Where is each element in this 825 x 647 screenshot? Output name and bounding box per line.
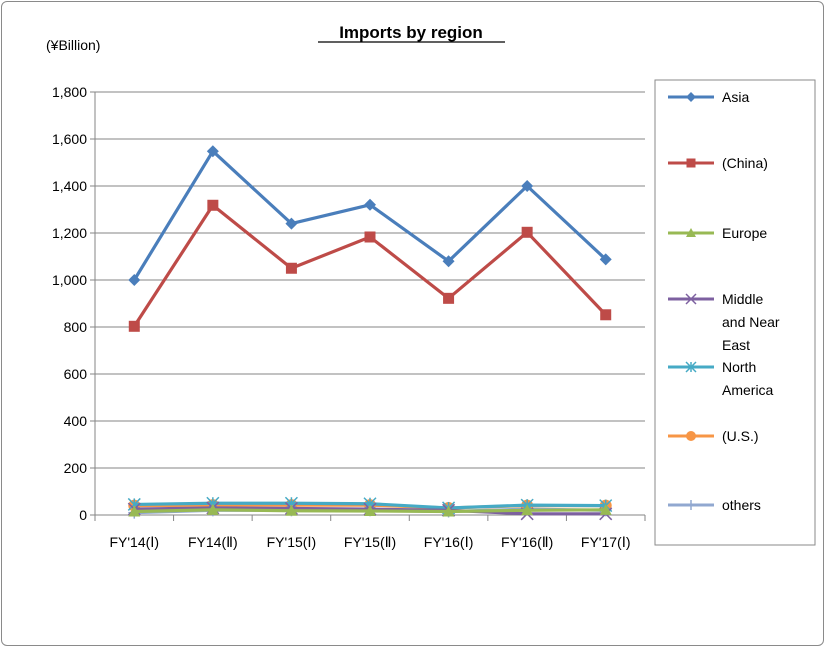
y-tick-label: 1,800 bbox=[52, 84, 87, 100]
data-point bbox=[285, 217, 298, 230]
data-point bbox=[521, 504, 534, 516]
legend-entry: North America bbox=[668, 359, 774, 398]
data-point bbox=[442, 505, 455, 517]
series-line bbox=[132, 203, 607, 328]
data-point bbox=[128, 505, 141, 517]
grid-lines bbox=[95, 91, 645, 469]
data-point bbox=[128, 274, 141, 286]
data-point bbox=[128, 320, 140, 332]
x-tick-label: FY'15(Ⅱ) bbox=[344, 534, 396, 550]
legend-label: (U.S.) bbox=[722, 428, 759, 444]
chart-title: Imports by region bbox=[339, 23, 483, 42]
legend-entry: others bbox=[668, 497, 761, 513]
y-tick-label: 1,000 bbox=[52, 272, 87, 288]
data-point bbox=[521, 180, 534, 192]
y-tick-label: 200 bbox=[64, 460, 88, 476]
data-point bbox=[599, 503, 612, 515]
data-point bbox=[207, 199, 219, 211]
series-1 bbox=[128, 199, 612, 332]
y-axis: 0 200 400 600 800 1,000 1,200 1,400 1,600 1,800 bbox=[52, 84, 96, 523]
data-point bbox=[599, 253, 612, 266]
data-point bbox=[521, 226, 533, 238]
x-tick-label: FY14(Ⅱ) bbox=[188, 534, 238, 550]
data-point bbox=[685, 293, 697, 305]
y-tick-label: 1,400 bbox=[52, 178, 87, 194]
data-point bbox=[206, 145, 219, 158]
x-axis: FY'14(Ⅰ) FY14(Ⅱ) FY'15(Ⅰ) FY'15(Ⅱ) FY'16(Ⅰ) F… bbox=[94, 514, 646, 550]
data-point bbox=[364, 198, 376, 211]
series-layer bbox=[127, 145, 613, 521]
data-point bbox=[442, 255, 455, 268]
data-point bbox=[600, 309, 612, 321]
data-point bbox=[686, 158, 696, 168]
y-tick-label: 1,200 bbox=[52, 225, 87, 241]
data-point bbox=[686, 431, 696, 441]
y-tick-label: 0 bbox=[79, 507, 87, 523]
legend-label: Europe bbox=[722, 225, 767, 241]
x-tick-label: FY'15(Ⅰ) bbox=[267, 534, 317, 550]
legend-box bbox=[654, 79, 816, 546]
data-point bbox=[686, 500, 696, 510]
data-point bbox=[206, 503, 219, 515]
legend-label: (China) bbox=[722, 155, 768, 171]
data-point bbox=[686, 92, 696, 102]
legend-entry: Asia bbox=[668, 89, 749, 105]
x-tick-label: FY'16(Ⅰ) bbox=[424, 534, 474, 550]
data-point bbox=[364, 505, 376, 517]
data-point bbox=[686, 228, 696, 237]
legend: Asia (China) Europe Middle and Near East North… bbox=[668, 89, 780, 513]
x-tick-label: FY'17(Ⅰ) bbox=[581, 534, 631, 550]
data-point bbox=[443, 292, 455, 304]
legend-entry: (U.S.) bbox=[668, 428, 759, 444]
y-tick-label: 800 bbox=[64, 319, 88, 335]
legend-entry: (China) bbox=[668, 155, 768, 171]
legend-entry: Europe bbox=[668, 225, 767, 241]
data-point-stroke bbox=[685, 293, 697, 305]
legend-label: and Near bbox=[722, 314, 780, 330]
data-point bbox=[285, 504, 298, 516]
legend-label: Asia bbox=[722, 89, 749, 105]
legend-label: America bbox=[722, 382, 774, 398]
data-point bbox=[685, 361, 697, 373]
y-tick-label: 1,600 bbox=[52, 131, 87, 147]
legend-label: Middle bbox=[722, 291, 763, 307]
x-tick-label: FY'14(Ⅰ) bbox=[109, 534, 159, 550]
x-tick-label: FY'16(Ⅱ) bbox=[501, 534, 553, 550]
legend-label: East bbox=[722, 337, 750, 353]
legend-label: North bbox=[722, 359, 756, 375]
data-point bbox=[285, 262, 297, 274]
data-point bbox=[364, 231, 376, 243]
series-2 bbox=[128, 503, 612, 517]
legend-label: others bbox=[722, 497, 761, 513]
y-tick-label: 600 bbox=[64, 366, 88, 382]
series-0 bbox=[128, 145, 612, 286]
y-tick-label: 400 bbox=[64, 413, 88, 429]
legend-entry: Middle and Near East bbox=[668, 291, 780, 353]
unit-label: (¥Billion) bbox=[46, 37, 100, 53]
